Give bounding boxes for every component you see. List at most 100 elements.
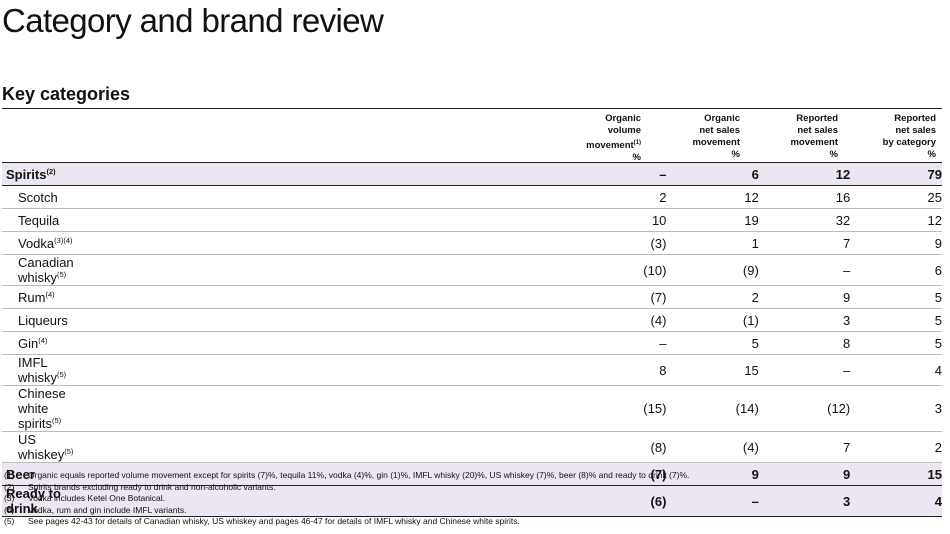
table-row: Beer (7) 9 9 15 (2, 462, 942, 486)
row-value: (15) (73, 385, 667, 432)
row-footnote-ref: (4) (38, 335, 48, 345)
row-label: Spirits(2) (2, 162, 74, 186)
row-value: 6 (850, 254, 942, 286)
row-value: 12 (666, 185, 759, 209)
row-value: (12) (758, 385, 851, 432)
column-header-note: (1) (633, 140, 641, 146)
footnote-number: (3) (4, 493, 15, 503)
row-label-text: US whiskey (18, 432, 65, 462)
row-label: IMFL whisky(5) (2, 354, 74, 386)
row-value: 7 (758, 431, 851, 463)
row-value: (4) (73, 308, 667, 332)
row-value: 10 (73, 208, 667, 232)
row-label: Ready to drink (2, 485, 74, 517)
footnote-text: Vodka includes Ketel One Botanical. (28, 493, 166, 503)
row-label: Beer (2, 462, 74, 486)
row-value: 3 (850, 385, 942, 432)
row-value: 8 (73, 354, 667, 386)
row-value: (9) (666, 254, 759, 286)
row-value: 9 (758, 462, 851, 486)
row-value: (6) (73, 485, 667, 517)
row-footnote-ref: (5) (51, 416, 62, 425)
row-value: – (758, 254, 851, 286)
row-value: 15 (850, 462, 942, 486)
row-value: 15 (666, 354, 759, 386)
row-label: Liqueurs (2, 308, 74, 332)
table-row: Gin(4) –5 8 5 (2, 331, 942, 355)
row-label: Tequila (2, 208, 74, 232)
row-label-text: Liqueurs (18, 312, 68, 328)
row-footnote-ref: (2) (46, 166, 56, 176)
column-header-reported-net-sales: Reported net sales movement % (790, 113, 838, 160)
row-value: 12 (758, 162, 851, 186)
row-value: 9 (850, 231, 942, 255)
table-row: Canadian whisky(5) (10) (9) –6 (2, 254, 942, 286)
row-value: 12 (850, 208, 942, 232)
section-title: Key categories (2, 84, 131, 104)
row-value: 32 (758, 208, 851, 232)
row-label-text: Chinese white spirits (18, 386, 66, 431)
table-row: Rum(4) (7) 2 9 5 (2, 285, 942, 309)
table-row: US whiskey(5) (8) (4) 7 2 (2, 431, 942, 463)
row-value: 6 (666, 162, 759, 186)
row-value: 3 (758, 485, 851, 517)
row-footnote-ref: (4) (45, 289, 55, 299)
table-body: Spirits(2) –6 12 79 Scotch 2 12 16 25 Tequila 10 19… (2, 162, 942, 517)
row-value: 2 (73, 185, 667, 209)
footnote-item: (1) Organic equals reported volume moveme… (4, 470, 689, 482)
row-value: – (758, 354, 851, 386)
row-value: 25 (850, 185, 942, 209)
row-label-text: Gin (18, 335, 39, 351)
table-row: Chinese white spirits(5) (15) (14) (12) 3 (2, 385, 942, 432)
row-value: 2 (666, 285, 759, 309)
row-value: 5 (850, 331, 942, 355)
footnote-text: See pages 42-43 for details of Canadian … (28, 516, 520, 526)
row-footnote-ref: (5) (57, 370, 67, 379)
row-value: 4 (850, 485, 942, 517)
row-value: – (73, 331, 667, 355)
table-top-rule (2, 108, 942, 109)
row-label-text: Canadian whisky (18, 255, 74, 285)
row-label-text: Spirits (6, 166, 47, 182)
footnote-text: Organic equals reported volume movement … (28, 470, 690, 480)
page-title: Category and brand review (2, 2, 384, 39)
footnote-number: (5) (4, 516, 15, 526)
row-label-text: Ready to drink (6, 486, 61, 516)
row-value: (3) (73, 231, 667, 255)
row-label: Rum(4) (2, 285, 74, 309)
row-value: 4 (850, 354, 942, 386)
row-value: 2 (850, 431, 942, 463)
key-categories-table: Spirits(2) –6 12 79 Scotch 2 12 16 25 Tequila 10 19… (2, 162, 942, 517)
row-value: 8 (758, 331, 851, 355)
row-value: (7) (73, 462, 667, 486)
row-label: Gin(4) (2, 331, 74, 355)
footnote-text: Spirits brands excluding ready to drink … (28, 481, 276, 492)
row-label-text: Scotch (18, 189, 58, 205)
table-row: Vodka(3)(4) (3) 1 7 9 (2, 231, 942, 255)
table-row: Scotch 2 12 16 25 (2, 185, 942, 209)
row-label: Scotch (2, 185, 74, 209)
footnote-item: (3) Vodka includes Ketel One Botanical. (4, 493, 689, 505)
row-value: (1) (666, 308, 759, 332)
row-value: 5 (850, 308, 942, 332)
row-value: (8) (73, 431, 667, 463)
column-header-organic-volume: Organic volume movement(1) % (560, 113, 641, 164)
row-label-text: Beer (6, 466, 35, 482)
table-row: Ready to drink (6) –3 4 (2, 485, 942, 517)
column-header-label: Organic volume movement (586, 113, 641, 152)
row-footnote-ref: (5) (64, 447, 74, 456)
row-value: 79 (850, 162, 942, 186)
footnote-item: (5) See pages 42-43 for details of Canadi… (4, 516, 689, 528)
footnotes: (1) Organic equals reported volume moveme… (4, 470, 689, 528)
row-value: (4) (666, 431, 759, 463)
row-label-text: IMFL whisky (18, 355, 58, 385)
row-value: 3 (758, 308, 851, 332)
row-label: Vodka(3)(4) (2, 231, 74, 255)
table-row: Liqueurs (4) (1) 3 5 (2, 308, 942, 332)
row-value: (14) (666, 385, 759, 432)
row-value: 1 (666, 231, 759, 255)
row-footnote-ref: (3)(4) (54, 235, 73, 245)
column-header-organic-net-sales: Organic net sales movement % (692, 113, 740, 160)
row-value: 16 (758, 185, 851, 209)
footnote-text: Vodka, rum and gin include IMFL variants… (28, 504, 187, 515)
